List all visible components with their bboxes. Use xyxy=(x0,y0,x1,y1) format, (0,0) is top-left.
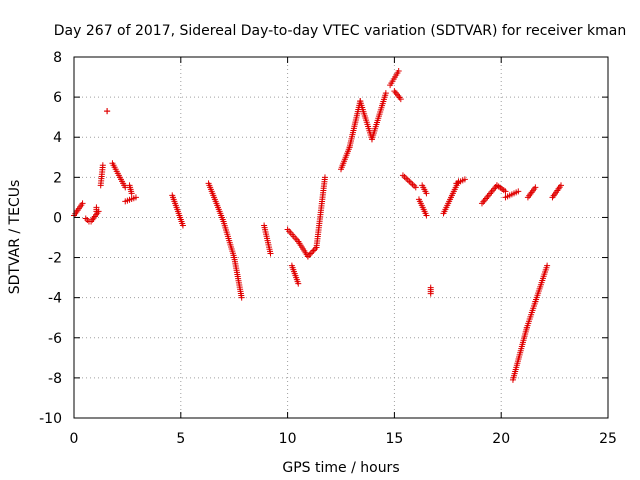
x-tick-label: 15 xyxy=(385,431,403,447)
data-point xyxy=(515,188,522,195)
data-point xyxy=(544,262,551,269)
y-tick-label: -4 xyxy=(48,291,62,307)
plot-frame xyxy=(73,56,609,419)
data-point xyxy=(321,174,328,181)
y-tick-label: 2 xyxy=(53,170,62,186)
data-point xyxy=(132,194,139,201)
y-tick-label: 0 xyxy=(53,210,62,226)
data-point xyxy=(99,162,106,169)
data-point xyxy=(295,280,302,287)
data-point xyxy=(461,176,468,183)
data-point xyxy=(423,190,430,197)
data-point xyxy=(382,90,389,97)
y-tick-label: 8 xyxy=(53,50,62,66)
y-tick-label: -8 xyxy=(48,371,62,387)
ticks-layer: 0 5 10 15 20 25 -10 -8 -6 -4 -2 0 2 4 6 8 xyxy=(39,50,617,447)
x-tick-label: 5 xyxy=(176,431,185,447)
data-point xyxy=(397,96,404,103)
data-point xyxy=(104,108,111,115)
data-point xyxy=(309,249,316,256)
y-tick-label: 4 xyxy=(53,130,62,146)
data-point xyxy=(128,190,135,197)
x-axis-label: GPS time / hours xyxy=(282,460,399,476)
grid-layer xyxy=(74,57,608,418)
data-point xyxy=(427,290,434,297)
y-tick-label: 6 xyxy=(53,90,62,106)
data-point xyxy=(307,250,314,257)
x-tick-label: 20 xyxy=(492,431,510,447)
data-point xyxy=(310,247,317,254)
data-point xyxy=(558,182,565,189)
x-tick-label: 0 xyxy=(70,431,79,447)
y-axis-label: SDTVAR / TECUs xyxy=(7,180,23,295)
data-point xyxy=(93,208,100,215)
data-point xyxy=(238,294,245,301)
x-tick-label: 25 xyxy=(599,431,617,447)
data-point xyxy=(423,212,430,219)
points-layer xyxy=(71,68,565,383)
y-tick-label: -2 xyxy=(48,251,62,267)
data-point xyxy=(79,200,86,207)
data-point xyxy=(179,222,186,229)
y-tick-label: -6 xyxy=(48,331,62,347)
data-point xyxy=(267,250,274,257)
x-tick-label: 10 xyxy=(279,431,297,447)
data-point xyxy=(395,68,402,75)
data-point xyxy=(502,188,509,195)
chart-title: Day 267 of 2017, Sidereal Day-to-day VTE… xyxy=(54,23,626,39)
data-point xyxy=(412,184,419,191)
y-tick-label: -10 xyxy=(39,411,62,427)
data-point xyxy=(532,184,539,191)
